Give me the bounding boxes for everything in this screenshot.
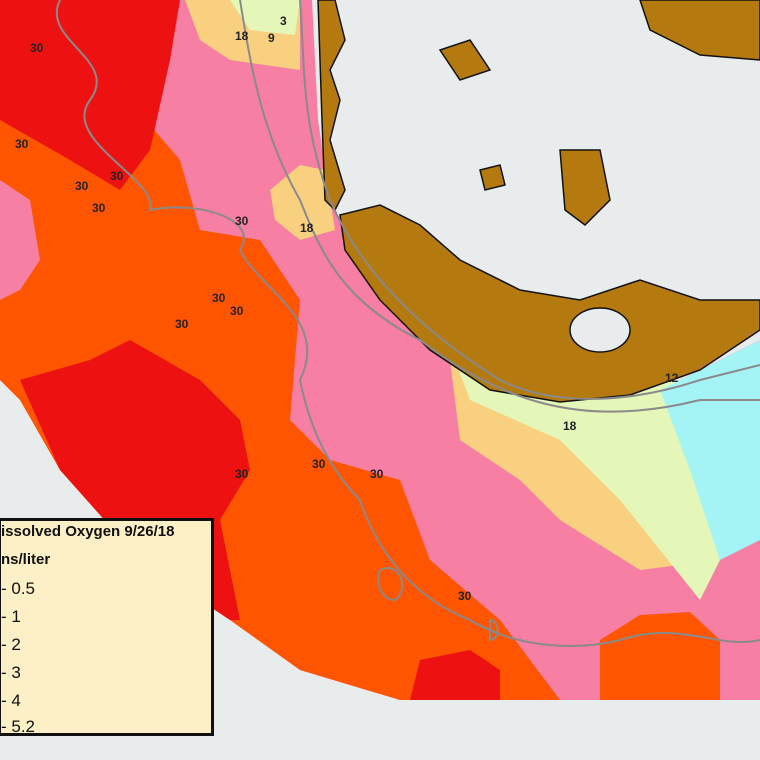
zone-4-north (230, 0, 300, 35)
legend-item: - 3 (1, 663, 21, 682)
legend-title: issolved Oxygen 9/26/18 (1, 523, 175, 540)
legend-item: - 5.2 (1, 717, 36, 736)
map-legend: issolved Oxygen 9/26/18 ns/liter - 0.5 -… (0, 518, 214, 736)
legend-item: - 1 (1, 607, 21, 626)
legend-item: - 0.5 (1, 579, 36, 598)
zone-05-north (0, 0, 180, 190)
legend-item: - 4 (1, 691, 21, 710)
svg-text:30: 30 (110, 169, 124, 183)
svg-text:12: 12 (665, 371, 679, 385)
northeast-land (639, 0, 760, 61)
contour-lines (55, 0, 760, 647)
svg-text:30: 30 (75, 179, 89, 193)
contour-labels: 30 30 30 30 30 30 30 30 30 30 30 30 30 1… (15, 14, 679, 603)
pine-island (559, 149, 611, 226)
island-small-1 (479, 164, 506, 191)
svg-text:30: 30 (92, 201, 106, 215)
svg-text:30: 30 (230, 304, 244, 318)
svg-text:30: 30 (235, 214, 249, 228)
legend-item: - 2 (1, 635, 21, 654)
svg-text:30: 30 (458, 589, 472, 603)
inland-lake (569, 307, 631, 353)
zone-52 (660, 340, 760, 560)
svg-text:30: 30 (235, 467, 249, 481)
zone-3-coast (270, 165, 335, 240)
svg-text:30: 30 (370, 467, 384, 481)
zone-1-east (600, 612, 720, 700)
svg-text:18: 18 (563, 419, 577, 433)
legend-units: ns/liter (1, 551, 51, 568)
svg-text:30: 30 (312, 457, 326, 471)
zone-05-bottom (410, 650, 500, 700)
barrier-island (317, 0, 346, 212)
zone-2-west (0, 180, 40, 300)
svg-text:30: 30 (175, 317, 189, 331)
zone-4-south (455, 360, 720, 600)
svg-text:30: 30 (30, 41, 44, 55)
svg-text:18: 18 (300, 221, 314, 235)
island-small-2 (438, 39, 492, 81)
svg-text:30: 30 (212, 291, 226, 305)
svg-text:30: 30 (15, 137, 29, 151)
svg-text:9: 9 (268, 31, 275, 45)
svg-text:3: 3 (280, 14, 287, 28)
svg-text:18: 18 (235, 29, 249, 43)
